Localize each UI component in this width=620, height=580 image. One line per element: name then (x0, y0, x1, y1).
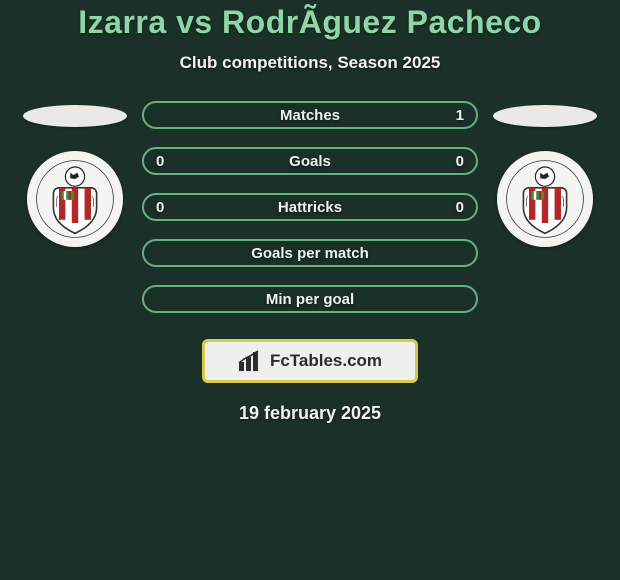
left-team-crest (27, 151, 123, 247)
left-team-column (20, 101, 130, 247)
brand-text: FcTables.com (270, 351, 382, 371)
stat-label: Min per goal (216, 291, 404, 308)
stat-right-value: 0 (404, 153, 464, 170)
stat-left-value: 0 (156, 153, 216, 170)
right-team-crest (497, 151, 593, 247)
right-team-column (490, 101, 600, 247)
stat-row: Goals per match (142, 239, 478, 267)
brand-box: FcTables.com (202, 339, 418, 383)
stat-left-value: 0 (156, 199, 216, 216)
stat-row: Min per goal (142, 285, 478, 313)
stat-row: 0 Hattricks 0 (142, 193, 478, 221)
stat-label: Matches (216, 107, 404, 124)
stat-label: Hattricks (216, 199, 404, 216)
stat-label: Goals per match (216, 245, 404, 262)
stat-right-value: 1 (404, 107, 464, 124)
stat-row: 0 Goals 0 (142, 147, 478, 175)
stats-column: Matches 1 0 Goals 0 0 Hattricks 0 Goals … (140, 101, 480, 383)
left-team-ellipse (23, 105, 127, 127)
right-team-ellipse (493, 105, 597, 127)
date-text: 19 february 2025 (0, 403, 620, 424)
club-crest-icon (35, 159, 115, 239)
stat-row: Matches 1 (142, 101, 478, 129)
bars-icon (238, 350, 264, 372)
stat-right-value: 0 (404, 199, 464, 216)
club-crest-icon (505, 159, 585, 239)
page-title: Izarra vs RodrÃ­guez Pacheco (0, 4, 620, 41)
comparison-infographic: Izarra vs RodrÃ­guez Pacheco Club compet… (0, 0, 620, 580)
page-subtitle: Club competitions, Season 2025 (0, 53, 620, 73)
main-layout: Matches 1 0 Goals 0 0 Hattricks 0 Goals … (0, 101, 620, 383)
stat-label: Goals (216, 153, 404, 170)
